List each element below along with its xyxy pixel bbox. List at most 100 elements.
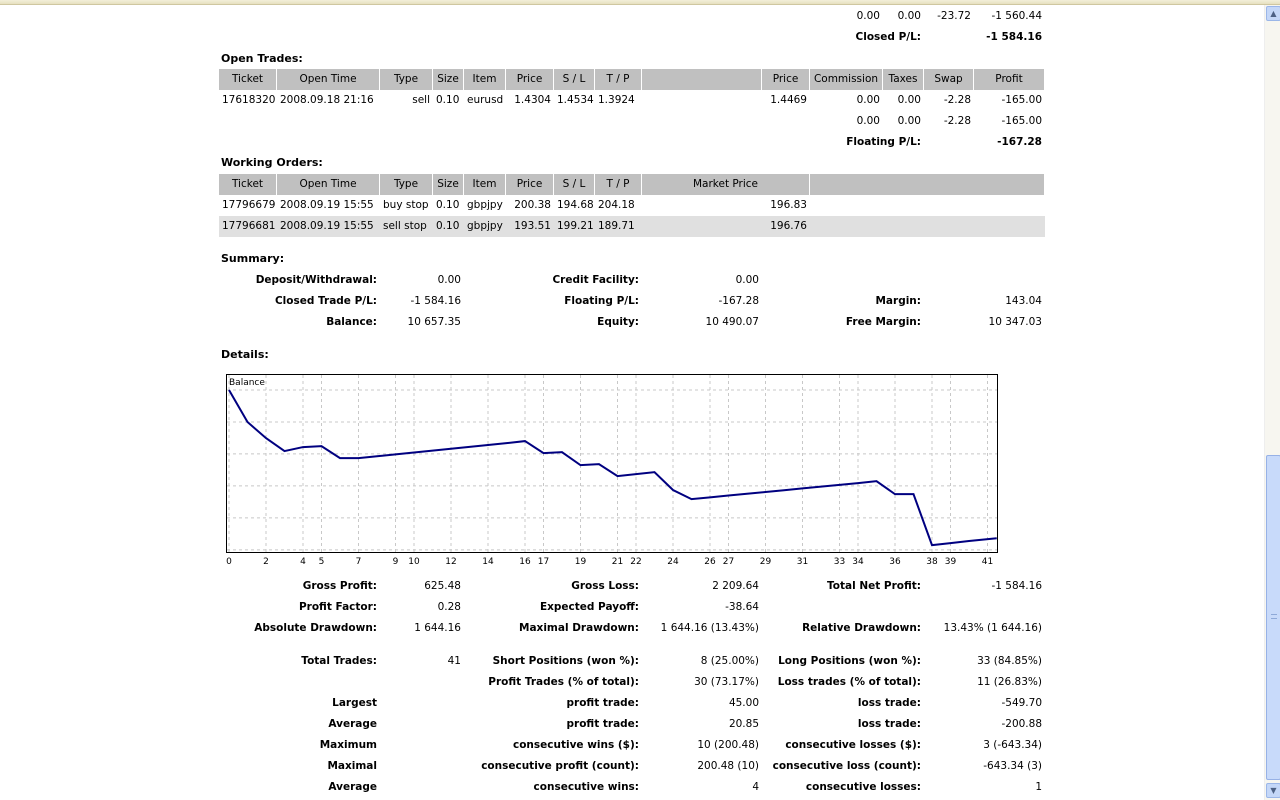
- stat-value: -167.28: [718, 295, 759, 307]
- stats-row: Absolute Drawdown: 1 644.16 Maximal Drawdo…: [0, 618, 1260, 639]
- cell: 2008.09.19 15:55: [280, 199, 374, 211]
- vertical-scrollbar[interactable]: ▲ ▼: [1264, 5, 1280, 800]
- cell: -2.28: [943, 94, 971, 106]
- scroll-up-button[interactable]: ▲: [1266, 6, 1280, 21]
- stat-label: [762, 597, 924, 618]
- cell: 0.00: [856, 115, 880, 127]
- scrollbar-thumb[interactable]: [1266, 455, 1280, 780]
- stat-value: 20.85: [728, 718, 759, 730]
- stat-label: Maximal Drawdown:: [519, 622, 639, 634]
- cell: 0.00: [897, 115, 921, 127]
- stat-label: consecutive losses:: [805, 781, 921, 793]
- cell: 0.10: [433, 216, 464, 237]
- cell: 204.18: [598, 199, 635, 211]
- stat-value: 8 (25.00%): [700, 655, 759, 667]
- stat-label: Closed Trade P/L:: [274, 295, 377, 307]
- stat-label: Margin:: [875, 295, 921, 307]
- cell: 193.51: [506, 216, 554, 237]
- cell: -165.00: [1001, 115, 1042, 127]
- stat-value: 3 (-643.34): [983, 739, 1042, 751]
- cell: -165.00: [1001, 94, 1042, 106]
- cell: 1.4304: [514, 94, 551, 106]
- stat-value: [380, 714, 464, 735]
- stats-row: Profit Trades (% of total): 30 (73.17%) Lo…: [0, 672, 1260, 693]
- cell: 1.3924: [598, 94, 635, 106]
- stat-label: loss trade:: [857, 697, 921, 709]
- stat-value: 10 (200.48): [697, 739, 759, 751]
- column-header: Taxes: [883, 69, 924, 90]
- stat-label: Maximal: [327, 760, 377, 772]
- stat-label: Floating P/L:: [564, 295, 639, 307]
- closed-pl-value: -1 584.16: [986, 31, 1042, 43]
- stat-label: Profit Factor:: [298, 601, 377, 613]
- stat-label: consecutive wins:: [533, 781, 639, 793]
- x-tick-label: 29: [760, 557, 772, 567]
- column-header: Type: [380, 174, 433, 195]
- x-tick-label: 22: [630, 557, 641, 567]
- stats-row: Gross Profit: 625.48 Gross Loss: 2 209.64 To…: [0, 576, 1260, 597]
- stat-value: 143.04: [1005, 295, 1042, 307]
- working-order-row: 17796679 2008.09.19 15:55 buy stop 0.10 gbpj…: [0, 195, 1260, 216]
- cell: gbpjpy: [464, 216, 506, 237]
- x-tick-label: 19: [575, 557, 587, 567]
- stat-label: [219, 672, 380, 693]
- cell: 0.10: [436, 94, 460, 106]
- stats-row: Average consecutive wins: 4 consecutive los…: [0, 777, 1260, 798]
- stat-value: -643.34 (3): [983, 760, 1042, 772]
- x-tick-label: 26: [704, 557, 716, 567]
- stat-value: [380, 777, 464, 798]
- cell: 194.68: [557, 199, 594, 211]
- stat-label: Total Trades:: [301, 655, 377, 667]
- stat-value: 33 (84.85%): [977, 655, 1042, 667]
- stat-label: consecutive wins ($):: [512, 739, 639, 751]
- stat-label: Free Margin:: [845, 316, 921, 328]
- open-trades-totals-row: 0.00 0.00 -2.28 -165.00: [0, 111, 1260, 132]
- cell: 1.4469: [770, 94, 807, 106]
- column-header: Open Time: [277, 69, 380, 90]
- x-tick-label: 12: [445, 557, 456, 567]
- stat-value: 41: [447, 655, 461, 667]
- column-header: Price: [506, 174, 554, 195]
- cell: sell stop: [380, 216, 433, 237]
- x-tick-label: 17: [538, 557, 549, 567]
- column-header: Size: [433, 174, 464, 195]
- cell: 196.76: [642, 216, 810, 237]
- floating-pl-label: Floating P/L:: [846, 136, 921, 148]
- browser-toolbar-edge: [0, 0, 1280, 5]
- cell: 17618320: [222, 94, 276, 106]
- summary-row: Closed Trade P/L: -1 584.16 Floating P/L: -…: [0, 291, 1260, 312]
- floating-pl-row: Floating P/L: -167.28: [0, 132, 1260, 153]
- stat-label: Largest: [332, 697, 377, 709]
- stat-value: 0.00: [437, 274, 461, 286]
- stat-label: Long Positions (won %):: [778, 655, 921, 667]
- stat-label: Deposit/Withdrawal:: [255, 274, 377, 286]
- x-tick-label: 38: [926, 557, 938, 567]
- column-header: Commission: [810, 69, 883, 90]
- stat-value: 4: [752, 781, 759, 793]
- stat-label: Absolute Drawdown:: [254, 622, 377, 634]
- stat-label: consecutive loss (count):: [772, 760, 921, 772]
- cell: -1 560.44: [991, 10, 1042, 22]
- stat-label: Maximum: [319, 739, 377, 751]
- stat-label: Balance:: [326, 316, 377, 328]
- stats-row: Average profit trade: 20.85 loss trade: -200…: [0, 714, 1260, 735]
- cell: [810, 216, 1045, 237]
- stat-label: profit trade:: [566, 718, 640, 730]
- cell: 199.21: [554, 216, 595, 237]
- x-tick-label: 14: [482, 557, 494, 567]
- scroll-down-button[interactable]: ▼: [1266, 783, 1280, 798]
- stat-label: Expected Payoff:: [539, 601, 639, 613]
- chart-title: Balance: [229, 378, 265, 388]
- x-tick-label: 16: [519, 557, 531, 567]
- stat-label: profit trade:: [566, 697, 640, 709]
- stats-row: Profit Factor: 0.28 Expected Payoff: -38.64: [0, 597, 1260, 618]
- column-header: Profit: [974, 69, 1045, 90]
- stat-label: Gross Loss:: [571, 580, 639, 592]
- cell: [810, 195, 1045, 216]
- x-tick-label: 41: [982, 557, 993, 567]
- stat-label: consecutive profit (count):: [481, 760, 639, 772]
- floating-pl-value: -167.28: [997, 136, 1042, 148]
- stat-value: [924, 597, 1045, 618]
